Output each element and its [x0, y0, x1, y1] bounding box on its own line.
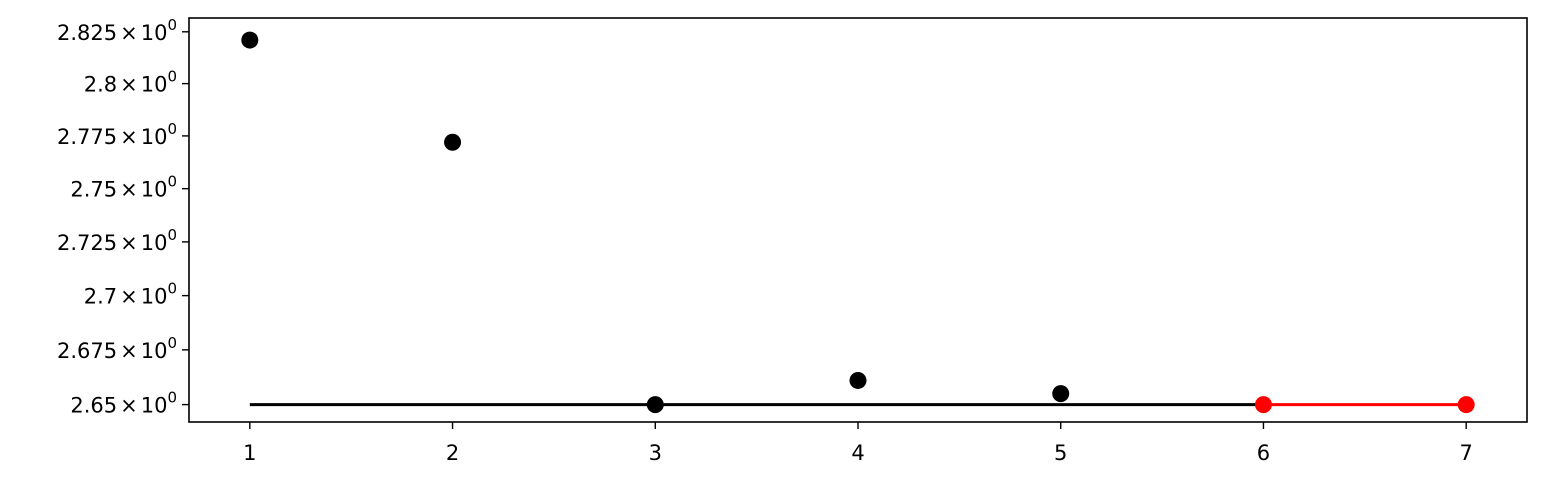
y-tick-times: ×	[120, 339, 138, 363]
y-tick-base: 10	[141, 285, 168, 309]
y-tick-exponent: 0	[167, 173, 177, 191]
data-point	[1457, 396, 1475, 414]
y-tick-label: 2.725 × 100	[57, 226, 177, 255]
y-tick-mantissa: 2.675	[57, 339, 117, 363]
x-tick-label: 6	[1257, 441, 1270, 465]
y-tick-label: 2.65 × 100	[70, 389, 177, 418]
data-point	[849, 371, 867, 389]
x-tick-label: 7	[1459, 441, 1472, 465]
y-tick-times: ×	[120, 21, 138, 45]
y-tick-exponent: 0	[167, 280, 177, 298]
y-tick-times: ×	[120, 178, 138, 202]
y-tick-exponent: 0	[167, 120, 177, 138]
y-tick-base: 10	[141, 231, 168, 255]
y-tick-base: 10	[141, 21, 168, 45]
x-tick-label: 1	[243, 441, 256, 465]
x-tick-label: 3	[649, 441, 662, 465]
y-tick-exponent: 0	[167, 334, 177, 352]
y-tick-base: 10	[141, 178, 168, 202]
y-tick-label: 2.8 × 100	[84, 68, 177, 97]
y-tick-base: 10	[141, 125, 168, 149]
y-tick-times: ×	[120, 285, 138, 309]
y-tick-times: ×	[120, 231, 138, 255]
y-tick-mantissa: 2.825	[57, 21, 117, 45]
y-tick-exponent: 0	[167, 16, 177, 34]
y-tick-times: ×	[120, 125, 138, 149]
y-tick-mantissa: 2.725	[57, 231, 117, 255]
y-tick-mantissa: 2.7	[84, 285, 117, 309]
y-tick-mantissa: 2.775	[57, 125, 117, 149]
y-tick-label: 2.7 × 100	[84, 280, 177, 309]
x-tick-label: 5	[1054, 441, 1067, 465]
y-tick-label: 2.675 × 100	[57, 334, 177, 363]
y-tick-mantissa: 2.65	[70, 394, 117, 418]
y-tick-times: ×	[120, 394, 138, 418]
y-tick-base: 10	[141, 73, 168, 97]
data-point	[646, 396, 664, 414]
data-point	[1254, 396, 1272, 414]
data-point	[241, 31, 259, 49]
y-tick-label: 2.75 × 100	[70, 173, 177, 202]
x-tick-label: 2	[446, 441, 459, 465]
x-tick-label: 4	[851, 441, 864, 465]
y-tick-label: 2.825 × 100	[57, 16, 177, 45]
plot-frame	[188, 17, 1528, 423]
y-tick-base: 10	[141, 339, 168, 363]
y-tick-exponent: 0	[167, 389, 177, 407]
y-tick-exponent: 0	[167, 226, 177, 244]
y-tick-mantissa: 2.75	[70, 178, 117, 202]
y-tick-exponent: 0	[167, 68, 177, 86]
data-point	[1052, 385, 1070, 403]
y-tick-times: ×	[120, 73, 138, 97]
data-point	[444, 133, 462, 151]
y-tick-base: 10	[141, 394, 168, 418]
y-tick-mantissa: 2.8	[84, 73, 117, 97]
y-tick-label: 2.775 × 100	[57, 120, 177, 149]
